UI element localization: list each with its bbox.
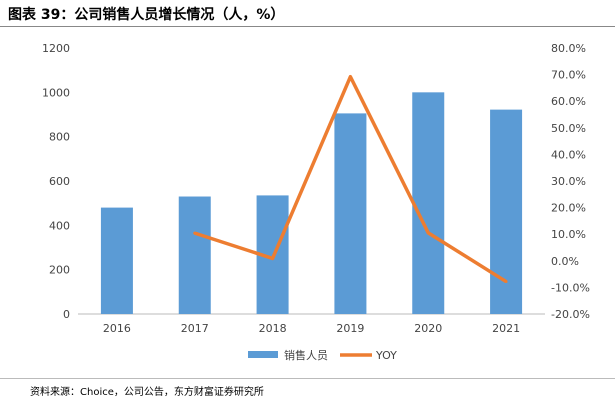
bar — [412, 92, 445, 314]
y-tick-label: 1000 — [42, 86, 70, 99]
y2-tick-label: 30.0% — [551, 175, 586, 188]
x-tick-label: 2017 — [181, 322, 209, 335]
y-tick-label: 1200 — [42, 42, 70, 55]
divider — [0, 378, 615, 379]
legend-swatch-bar — [248, 351, 278, 358]
divider — [0, 26, 615, 27]
legend-label: YOY — [375, 349, 397, 362]
x-tick-label: 2021 — [492, 322, 520, 335]
legend-label: 销售人员 — [284, 348, 328, 362]
y2-tick-label: -10.0% — [551, 281, 590, 294]
y2-tick-label: 40.0% — [551, 148, 586, 161]
y2-tick-label: 70.0% — [551, 69, 586, 82]
y-tick-label: 200 — [49, 264, 70, 277]
y2-tick-label: -20.0% — [551, 308, 590, 321]
y-tick-label: 400 — [49, 219, 70, 232]
x-tick-label: 2019 — [336, 322, 364, 335]
y2-tick-label: 50.0% — [551, 122, 586, 135]
y-tick-label: 0 — [63, 308, 70, 321]
x-tick-label: 2016 — [103, 322, 131, 335]
yoy-point — [426, 231, 430, 235]
bar — [178, 196, 211, 314]
yoy-point — [504, 280, 508, 284]
yoy-point — [271, 256, 275, 260]
chart-title: 图表 39：公司销售人员增长情况（人，%） — [8, 7, 285, 23]
yoy-point — [193, 231, 197, 235]
y2-tick-label: 10.0% — [551, 228, 586, 241]
x-tick-label: 2018 — [259, 322, 287, 335]
yoy-point — [348, 75, 352, 79]
y2-tick-label: 20.0% — [551, 202, 586, 215]
bar — [100, 207, 133, 314]
bar — [490, 109, 523, 314]
y-tick-label: 600 — [49, 175, 70, 188]
y2-tick-label: 0.0% — [551, 255, 579, 268]
x-tick-label: 2020 — [414, 322, 442, 335]
y2-tick-label: 60.0% — [551, 95, 586, 108]
bar — [334, 113, 367, 315]
y-tick-label: 800 — [49, 131, 70, 144]
y2-tick-label: 80.0% — [551, 42, 586, 55]
source-note: 资料来源：Choice，公司公告，东方财富证券研究所 — [30, 387, 264, 398]
